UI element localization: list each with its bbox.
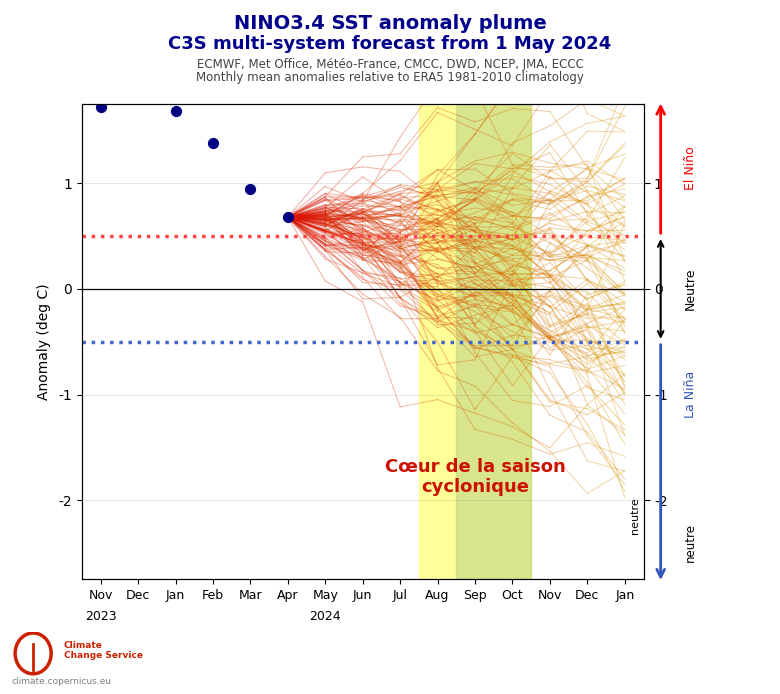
Text: Neutre: Neutre bbox=[684, 268, 697, 310]
Point bbox=[169, 106, 182, 117]
Text: El Niño: El Niño bbox=[684, 146, 697, 190]
Text: La Niña: La Niña bbox=[684, 371, 697, 418]
Bar bbox=[456, 104, 531, 579]
Text: 2024: 2024 bbox=[310, 610, 341, 623]
Text: ECMWF, Met Office, Météo-France, CMCC, DWD, NCEP, JMA, ECCC: ECMWF, Met Office, Météo-France, CMCC, D… bbox=[197, 58, 583, 71]
Text: Monthly mean anomalies relative to ERA5 1981-2010 climatology: Monthly mean anomalies relative to ERA5 … bbox=[196, 71, 584, 85]
Text: 2023: 2023 bbox=[85, 610, 116, 623]
Text: climate.copernicus.eu: climate.copernicus.eu bbox=[12, 677, 112, 686]
Point bbox=[244, 183, 257, 194]
Text: NINO3.4 SST anomaly plume: NINO3.4 SST anomaly plume bbox=[234, 14, 546, 33]
Y-axis label: Anomaly (deg C): Anomaly (deg C) bbox=[37, 283, 51, 400]
Text: Cœur de la saison
cyclonique: Cœur de la saison cyclonique bbox=[385, 457, 566, 496]
Point bbox=[94, 102, 107, 113]
Text: C3S multi-system forecast from 1 May 2024: C3S multi-system forecast from 1 May 202… bbox=[168, 35, 612, 53]
Point bbox=[282, 212, 294, 223]
Point bbox=[207, 137, 219, 149]
Text: neutre: neutre bbox=[684, 523, 697, 562]
Point bbox=[132, 78, 144, 89]
Text: Climate: Climate bbox=[64, 641, 103, 650]
Text: neutre: neutre bbox=[629, 498, 640, 534]
Bar bbox=[419, 104, 531, 579]
Text: Change Service: Change Service bbox=[64, 651, 143, 660]
